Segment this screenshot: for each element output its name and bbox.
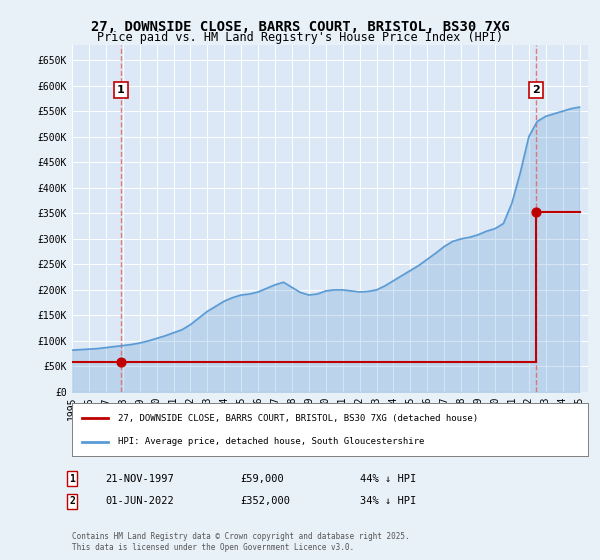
Text: 1: 1 (117, 85, 125, 95)
Text: 27, DOWNSIDE CLOSE, BARRS COURT, BRISTOL, BS30 7XG: 27, DOWNSIDE CLOSE, BARRS COURT, BRISTOL… (91, 20, 509, 34)
Text: £59,000: £59,000 (240, 474, 284, 484)
Point (531, 208, 541, 217)
Text: 01-JUN-2022: 01-JUN-2022 (105, 496, 174, 506)
Text: 2: 2 (69, 496, 75, 506)
Text: 44% ↓ HPI: 44% ↓ HPI (360, 474, 416, 484)
Text: £352,000: £352,000 (240, 496, 290, 506)
Text: Price paid vs. HM Land Registry's House Price Index (HPI): Price paid vs. HM Land Registry's House … (97, 31, 503, 44)
Text: 2: 2 (532, 85, 540, 95)
Text: 21-NOV-1997: 21-NOV-1997 (105, 474, 174, 484)
Text: HPI: Average price, detached house, South Gloucestershire: HPI: Average price, detached house, Sout… (118, 437, 425, 446)
Point (116, 357, 126, 366)
Text: Contains HM Land Registry data © Crown copyright and database right 2025.
This d: Contains HM Land Registry data © Crown c… (72, 532, 410, 552)
Text: 1: 1 (69, 474, 75, 484)
Text: 34% ↓ HPI: 34% ↓ HPI (360, 496, 416, 506)
Text: 27, DOWNSIDE CLOSE, BARRS COURT, BRISTOL, BS30 7XG (detached house): 27, DOWNSIDE CLOSE, BARRS COURT, BRISTOL… (118, 414, 479, 423)
